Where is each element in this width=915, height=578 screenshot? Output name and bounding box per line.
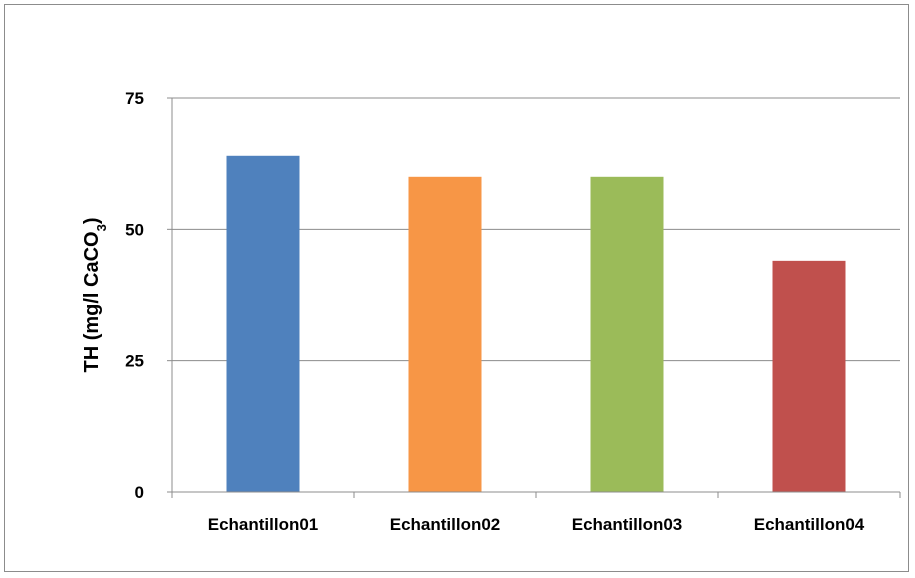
ticks <box>167 97 901 498</box>
bar-echantillon02 <box>408 176 482 493</box>
y-tick-label: 25 <box>125 352 144 371</box>
x-tick-label: Echantillon02 <box>390 515 501 534</box>
y-tick-labels: 0 25 50 75 <box>125 89 144 502</box>
bar-echantillon01 <box>226 155 300 492</box>
x-tick-label: Echantillon03 <box>572 515 683 534</box>
y-axis-title: TH (mg/l CaCO3) <box>81 217 109 372</box>
x-tick-labels: Echantillon01 Echantillon02 Echantillon03 E… <box>208 515 865 534</box>
x-tick-label: Echantillon04 <box>754 515 865 534</box>
x-tick-label: Echantillon01 <box>208 515 319 534</box>
y-tick-label: 50 <box>125 220 144 239</box>
bar-echantillon04 <box>772 260 846 492</box>
bars <box>226 155 846 493</box>
bar-echantillon03 <box>590 176 664 493</box>
y-tick-label: 0 <box>135 483 144 502</box>
y-tick-label: 75 <box>125 89 144 108</box>
